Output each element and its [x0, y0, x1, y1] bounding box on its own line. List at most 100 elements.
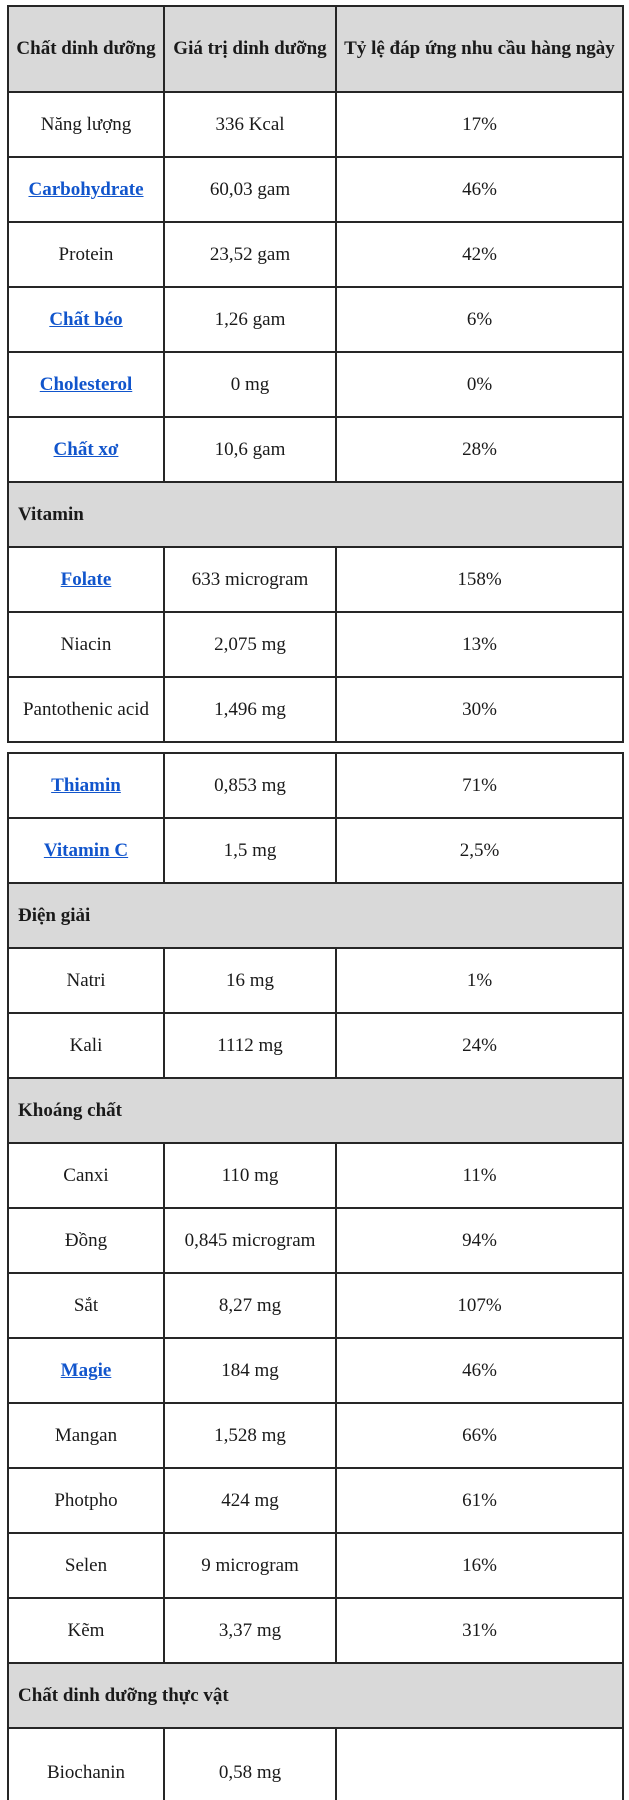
table-row: Magie 184 mg 46% — [7, 1337, 624, 1404]
section-header: Chất dinh dưỡng thực vật — [7, 1662, 624, 1729]
value-cell: 9 microgram — [163, 1532, 337, 1599]
nutrient-cell: Biochanin — [7, 1727, 165, 1800]
percent-cell: 30% — [335, 676, 624, 743]
value-cell: 184 mg — [163, 1337, 337, 1404]
nutrient-cell: Sắt — [7, 1272, 165, 1339]
nutrient-cell: Carbohydrate — [7, 156, 165, 223]
value-cell: 23,52 gam — [163, 221, 337, 288]
value-cell: 424 mg — [163, 1467, 337, 1534]
nutrient-cell: Niacin — [7, 611, 165, 678]
table-row: Chất xơ 10,6 gam 28% — [7, 416, 624, 483]
section-row: Chất dinh dưỡng thực vật — [7, 1662, 624, 1729]
value-cell: 60,03 gam — [163, 156, 337, 223]
value-cell: 1,496 mg — [163, 676, 337, 743]
percent-cell — [335, 1727, 624, 1800]
percent-cell: 158% — [335, 546, 624, 613]
column-header-value: Giá trị dinh dưỡng — [163, 5, 337, 93]
value-cell: 1,26 gam — [163, 286, 337, 353]
table-row: Chất béo 1,26 gam 6% — [7, 286, 624, 353]
value-cell: 0,58 mg — [163, 1727, 337, 1800]
table-row: Canxi 110 mg 11% — [7, 1142, 624, 1209]
percent-cell: 71% — [335, 752, 624, 819]
percent-cell: 16% — [335, 1532, 624, 1599]
header-row: Chất dinh dưỡng Giá trị dinh dưỡng Tỷ lệ… — [7, 5, 624, 93]
nutrient-cell: Photpho — [7, 1467, 165, 1534]
percent-cell: 1% — [335, 947, 624, 1014]
section-row: Điện giải — [7, 882, 624, 949]
nutrient-cell: Năng lượng — [7, 91, 165, 158]
percent-cell: 46% — [335, 156, 624, 223]
percent-cell: 17% — [335, 91, 624, 158]
nutrient-link[interactable]: Chất xơ — [53, 438, 119, 460]
nutrient-cell: Cholesterol — [7, 351, 165, 418]
table-row: Natri 16 mg 1% — [7, 947, 624, 1014]
table-row: Folate 633 microgram 158% — [7, 546, 624, 613]
value-cell: 0,853 mg — [163, 752, 337, 819]
table-row: Kẽm 3,37 mg 31% — [7, 1597, 624, 1664]
nutrient-cell: Mangan — [7, 1402, 165, 1469]
table-row: Đồng 0,845 microgram 94% — [7, 1207, 624, 1274]
nutrient-link[interactable]: Magie — [60, 1359, 112, 1381]
value-cell: 1,528 mg — [163, 1402, 337, 1469]
percent-cell: 107% — [335, 1272, 624, 1339]
value-cell: 10,6 gam — [163, 416, 337, 483]
percent-cell: 28% — [335, 416, 624, 483]
table-row: Protein 23,52 gam 42% — [7, 221, 624, 288]
column-header-daily-percent: Tỷ lệ đáp ứng nhu cầu hàng ngày — [335, 5, 624, 93]
table-row: Biochanin 0,58 mg — [7, 1727, 624, 1800]
percent-cell: 11% — [335, 1142, 624, 1209]
nutrient-cell: Chất xơ — [7, 416, 165, 483]
section-header: Điện giải — [7, 882, 624, 949]
percent-cell: 61% — [335, 1467, 624, 1534]
section-header: Khoáng chất — [7, 1077, 624, 1144]
table-row: Selen 9 microgram 16% — [7, 1532, 624, 1599]
percent-cell: 46% — [335, 1337, 624, 1404]
value-cell: 2,075 mg — [163, 611, 337, 678]
nutrient-link[interactable]: Cholesterol — [39, 373, 133, 395]
nutrient-link[interactable]: Vitamin C — [43, 839, 129, 861]
value-cell: 8,27 mg — [163, 1272, 337, 1339]
nutrient-cell: Protein — [7, 221, 165, 288]
nutrient-cell: Kali — [7, 1012, 165, 1079]
table-row: Pantothenic acid 1,496 mg 30% — [7, 676, 624, 743]
nutrient-cell: Chất béo — [7, 286, 165, 353]
table-row: Carbohydrate 60,03 gam 46% — [7, 156, 624, 223]
nutrient-cell: Kẽm — [7, 1597, 165, 1664]
value-cell: 1112 mg — [163, 1012, 337, 1079]
nutrient-link[interactable]: Carbohydrate — [28, 178, 144, 200]
percent-cell: 24% — [335, 1012, 624, 1079]
nutrition-table-upper: Chất dinh dưỡng Giá trị dinh dưỡng Tỷ lệ… — [7, 5, 624, 743]
section-row: Khoáng chất — [7, 1077, 624, 1144]
percent-cell: 13% — [335, 611, 624, 678]
table-row: Cholesterol 0 mg 0% — [7, 351, 624, 418]
value-cell: 0,845 microgram — [163, 1207, 337, 1274]
percent-cell: 66% — [335, 1402, 624, 1469]
table-row: Photpho 424 mg 61% — [7, 1467, 624, 1534]
value-cell: 0 mg — [163, 351, 337, 418]
percent-cell: 0% — [335, 351, 624, 418]
value-cell: 110 mg — [163, 1142, 337, 1209]
nutrient-link[interactable]: Folate — [60, 568, 112, 590]
percent-cell: 31% — [335, 1597, 624, 1664]
value-cell: 3,37 mg — [163, 1597, 337, 1664]
percent-cell: 42% — [335, 221, 624, 288]
nutrient-cell: Pantothenic acid — [7, 676, 165, 743]
percent-cell: 2,5% — [335, 817, 624, 884]
table-row: Sắt 8,27 mg 107% — [7, 1272, 624, 1339]
column-header-nutrient: Chất dinh dưỡng — [7, 5, 165, 93]
table-row: Năng lượng 336 Kcal 17% — [7, 91, 624, 158]
value-cell: 633 microgram — [163, 546, 337, 613]
section-row: Vitamin — [7, 481, 624, 548]
percent-cell: 6% — [335, 286, 624, 353]
value-cell: 336 Kcal — [163, 91, 337, 158]
section-header: Vitamin — [7, 481, 624, 548]
nutrient-cell: Magie — [7, 1337, 165, 1404]
nutrient-link[interactable]: Thiamin — [51, 774, 121, 796]
nutrient-cell: Đồng — [7, 1207, 165, 1274]
table-row: Kali 1112 mg 24% — [7, 1012, 624, 1079]
table-row: Niacin 2,075 mg 13% — [7, 611, 624, 678]
nutrient-cell: Thiamin — [7, 752, 165, 819]
table-row: Mangan 1,528 mg 66% — [7, 1402, 624, 1469]
nutrient-link[interactable]: Chất béo — [49, 308, 123, 330]
